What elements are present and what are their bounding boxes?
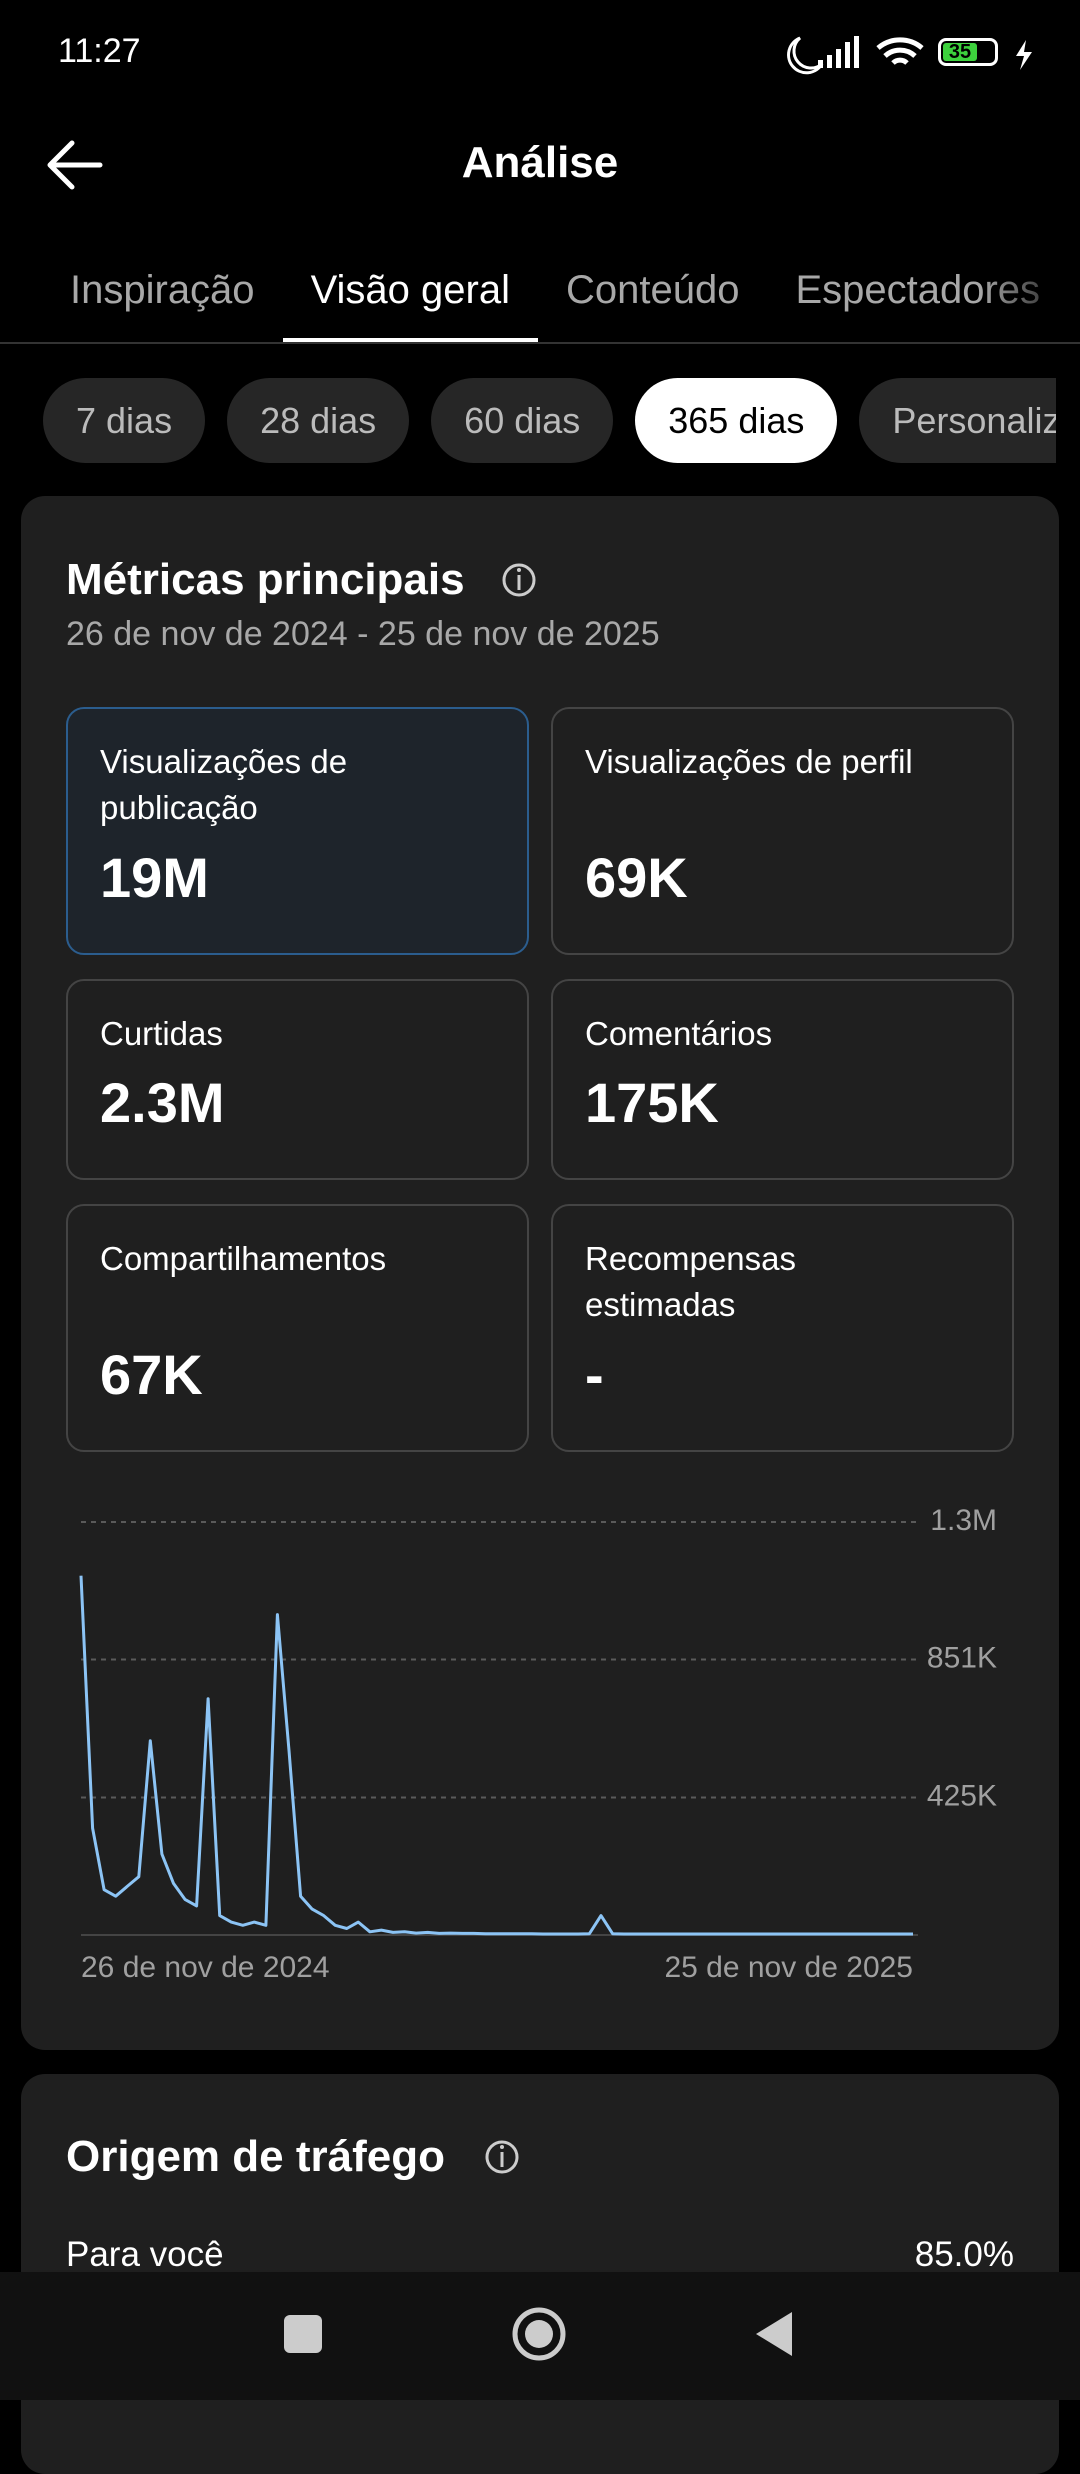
tab[interactable]: Visão geral — [282, 250, 538, 343]
metric-label: Visualizações de publicação — [100, 743, 348, 826]
chip[interactable]: 60 dias — [431, 378, 614, 463]
chip[interactable]: 7 dias — [43, 378, 206, 463]
metric-value: 19M — [100, 846, 209, 909]
back-button[interactable] — [0, 0, 1080, 220]
page-title: Análise — [461, 138, 619, 187]
metric-box[interactable]: Visualizações de publicação 19M — [66, 707, 529, 955]
metric-label: Compartilhamentos — [100, 1240, 387, 1277]
metric-label: Curtidas — [100, 1015, 223, 1052]
tab[interactable]: Conteúdo — [565, 268, 740, 312]
metric-label: Visualizações de perfil — [585, 743, 913, 780]
chip[interactable]: 365 dias — [635, 378, 838, 463]
metric-label: Recompensas estimadas — [585, 1240, 796, 1323]
status-time: 11:27 — [58, 32, 141, 70]
card-title: Métricas principais — [66, 555, 465, 604]
y-tick-label: 425K — [927, 1779, 997, 1812]
info-icon[interactable] — [0, 0, 1080, 620]
x-tick-label: 25 de nov de 2025 — [664, 1951, 913, 1984]
metric-value: 67K — [100, 1343, 203, 1406]
tab-bar: Inspiração Visão geral Conteúdo Espectad… — [42, 250, 1080, 343]
metric-box[interactable]: Recompensas estimadas - — [551, 1204, 1014, 1452]
chip[interactable]: Personalizado — [859, 378, 1056, 463]
nav-icons[interactable] — [0, 2272, 1080, 2400]
chip[interactable]: 28 dias — [227, 378, 410, 463]
metric-value: 2.3M — [100, 1071, 225, 1134]
date-range: 26 de nov de 2024 - 25 de nov de 2025 — [66, 615, 660, 653]
y-tick-label: 1.3M — [930, 1504, 997, 1537]
divider — [0, 342, 1080, 344]
metric-box[interactable]: Curtidas 2.3M — [66, 979, 529, 1180]
metric-label: Comentários — [585, 1015, 773, 1052]
traffic-share: 85.0% — [914, 2235, 1014, 2274]
nav-bar — [0, 2272, 1080, 2400]
metric-box[interactable]: Comentários 175K — [551, 979, 1014, 1180]
metric-box[interactable]: Compartilhamentos 67K — [66, 1204, 529, 1452]
tab[interactable]: Inspiração — [70, 268, 255, 312]
fade — [980, 235, 1080, 335]
status-icons — [787, 36, 1032, 75]
metric-box[interactable]: Visualizações de perfil 69K — [551, 707, 1014, 955]
y-tick-label: 851K — [927, 1641, 997, 1674]
chart: 425K 851K 1.3M 26 de nov de 2024 25 de nov d… — [79, 1504, 997, 1984]
traffic-source: Para você — [66, 2235, 224, 2274]
metric-value: - — [585, 1343, 604, 1406]
metric-value: 69K — [585, 846, 688, 909]
data-line — [79, 1575, 913, 1936]
x-tick-label: 26 de nov de 2024 — [81, 1951, 330, 1984]
card-title: Origem de tráfego — [66, 2132, 445, 2181]
metric-value: 175K — [585, 1071, 719, 1134]
period-chips: 7 dias 28 dias 60 dias 365 dias Personal… — [43, 378, 1056, 463]
battery: 35 — [938, 38, 998, 66]
battery-level: 35 — [943, 42, 977, 62]
